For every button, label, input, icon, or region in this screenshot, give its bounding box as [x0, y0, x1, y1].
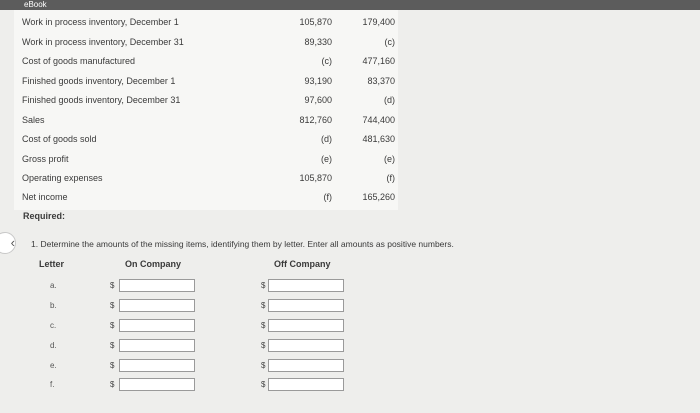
dollar-sign: $ — [261, 321, 266, 330]
on-company-value: 812,760 — [299, 115, 332, 125]
on-company-input-a[interactable] — [119, 279, 195, 292]
dollar-sign: $ — [110, 301, 115, 310]
dollar-sign: $ — [261, 380, 266, 389]
required-heading: Required: — [23, 211, 66, 221]
dollar-sign: $ — [110, 380, 115, 389]
on-company-input-b[interactable] — [119, 299, 195, 312]
on-company-value: 89,330 — [304, 37, 332, 47]
dollar-sign: $ — [261, 301, 266, 310]
off-company-value: (f) — [386, 173, 396, 183]
answer-letter: d. — [50, 341, 57, 350]
on-company-value: (c) — [321, 56, 333, 66]
answer-letter: a. — [50, 281, 57, 290]
off-company-value: 477,160 — [362, 56, 395, 66]
off-company-value: (e) — [384, 154, 395, 164]
off-company-value: (d) — [384, 95, 395, 105]
answer-letter: c. — [50, 321, 57, 330]
dollar-sign: $ — [110, 361, 115, 370]
on-company-value: 97,600 — [304, 95, 332, 105]
dollar-sign: $ — [261, 361, 266, 370]
dollar-sign: $ — [110, 281, 115, 290]
chevron-left-icon[interactable]: ‹ — [0, 232, 16, 254]
on-company-value: 93,190 — [304, 76, 332, 86]
row-label: Sales — [22, 115, 45, 125]
dollar-sign: $ — [110, 321, 115, 330]
on-company-value: (d) — [321, 134, 332, 144]
on-company-input-d[interactable] — [119, 339, 195, 352]
off-company-value: (c) — [384, 37, 396, 47]
row-label: Work in process inventory, December 31 — [22, 37, 184, 47]
off-company-value: 165,260 — [362, 192, 395, 202]
on-company-input-c[interactable] — [119, 319, 195, 332]
on-company-input-f[interactable] — [119, 378, 195, 391]
off-company-input-d[interactable] — [268, 339, 344, 352]
off-company-input-b[interactable] — [268, 299, 344, 312]
off-company-value: 179,400 — [362, 17, 395, 27]
ebook-tab[interactable]: eBook — [24, 0, 47, 9]
on-company-value: 105,870 — [299, 17, 332, 27]
off-company-value: 744,400 — [362, 115, 395, 125]
off-company-value: 481,630 — [362, 134, 395, 144]
row-label: Finished goods inventory, December 31 — [22, 95, 181, 105]
off-company-input-f[interactable] — [268, 378, 344, 391]
data-table-background — [14, 10, 398, 210]
dollar-sign: $ — [110, 341, 115, 350]
dollar-sign: $ — [261, 281, 266, 290]
on-company-value: 105,870 — [299, 173, 332, 183]
on-company-value: (e) — [321, 154, 332, 164]
header-on-company: On Company — [125, 259, 182, 269]
off-company-input-c[interactable] — [268, 319, 344, 332]
row-label: Cost of goods manufactured — [22, 56, 136, 66]
answer-letter: b. — [50, 301, 57, 310]
answer-letter: e. — [50, 361, 57, 370]
on-company-input-e[interactable] — [119, 359, 195, 372]
row-label: Operating expenses — [22, 173, 103, 183]
row-label: Work in process inventory, December 1 — [22, 17, 179, 27]
row-label: Net income — [22, 192, 68, 202]
header-off-company: Off Company — [274, 259, 331, 269]
off-company-input-a[interactable] — [268, 279, 344, 292]
on-company-value: (f) — [323, 192, 333, 202]
row-label: Finished goods inventory, December 1 — [22, 76, 176, 86]
off-company-value: 83,370 — [367, 76, 395, 86]
question-instruction: 1. Determine the amounts of the missing … — [31, 239, 454, 249]
off-company-input-e[interactable] — [268, 359, 344, 372]
header-letter: Letter — [39, 259, 65, 269]
row-label: Cost of goods sold — [22, 134, 97, 144]
top-bar: eBook — [0, 0, 700, 10]
dollar-sign: $ — [261, 341, 266, 350]
answer-letter: f. — [50, 380, 55, 389]
row-label: Gross profit — [22, 154, 69, 164]
